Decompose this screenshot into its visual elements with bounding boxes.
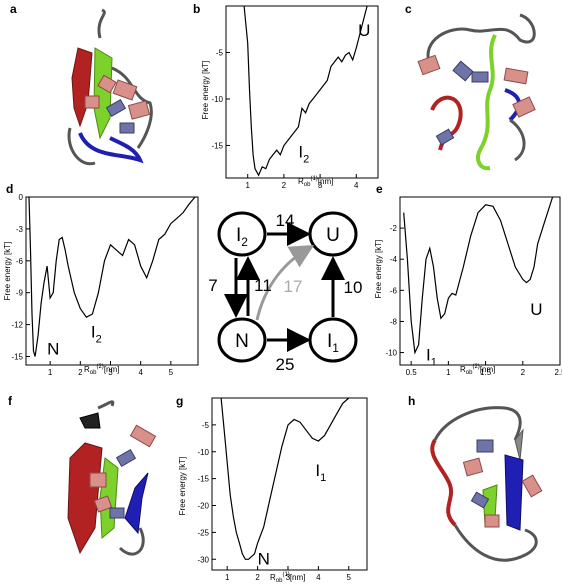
free-energy-curve	[28, 196, 196, 357]
x-tick-label: 4	[138, 368, 143, 377]
panel-label-e: e	[376, 182, 383, 196]
panel-label-b: b	[193, 2, 201, 16]
rate-i1-u: 10	[344, 278, 363, 297]
panel-label-c: c	[405, 2, 412, 16]
plot-frame	[225, 5, 379, 179]
rate-n-i1: 25	[276, 355, 295, 374]
rate-n-i2: 11	[254, 276, 272, 295]
rate-i2-n: 7	[208, 276, 217, 295]
x-tick-label: 5	[169, 368, 174, 377]
free-energy-chart-d: Free energy [kT] 1 2 3 4 5 0 -3 -6 -9 -12 -15 N I2 R…	[3, 193, 199, 377]
y-tick-label: -5	[202, 421, 210, 430]
y-tick-label: -15	[211, 141, 223, 150]
y-tick-label: -9	[16, 289, 24, 298]
x-tick-label: 1	[48, 368, 53, 377]
x-tick-label: 2	[255, 573, 260, 582]
y-axis-label: Free energy [kT]	[374, 240, 383, 299]
x-tick-label: 1	[225, 573, 230, 582]
y-tick-label: -10	[385, 349, 397, 358]
free-energy-chart-g: Free energy [kT] 1 2 3 4 5 -5 -10 -15 -20 -25 -30 I…	[178, 397, 368, 584]
plot-frame	[399, 196, 561, 366]
protein-structure-a	[67, 8, 153, 166]
state-annotation: I1	[426, 345, 437, 368]
x-tick-label: 5	[347, 573, 352, 582]
free-energy-curve	[220, 397, 350, 560]
y-tick-label: -6	[16, 257, 24, 266]
x-tick-label: 1.5	[480, 368, 492, 377]
y-tick-label: -10	[197, 448, 209, 457]
y-tick-label: -8	[390, 317, 398, 326]
plot-frame	[211, 397, 368, 571]
panel-label-g: g	[176, 394, 184, 408]
protein-structure-h	[430, 406, 543, 562]
arrow-n-u	[255, 244, 315, 321]
state-i2	[217, 211, 267, 257]
state-annotation: I1	[315, 461, 326, 484]
x-tick-label: 0.5	[406, 368, 418, 377]
y-tick-label: -6	[390, 286, 398, 295]
free-energy-chart-e: Free energy [kT] 0.5 1 1.5 2 2.5 -2 -4 -6 -8 -10 U…	[374, 196, 562, 377]
state-annotation: N	[258, 550, 270, 569]
panel-label-a: a	[10, 2, 17, 16]
state-annotation: U	[358, 21, 370, 40]
panel-label-f: f	[8, 394, 12, 408]
plot-frame	[25, 196, 199, 366]
y-tick-label: -2	[390, 224, 398, 233]
rate-i2-u: 14	[276, 211, 295, 230]
x-tick-label: 1	[446, 368, 451, 377]
x-tick-label: 2.5	[554, 368, 562, 377]
x-tick-label: 4	[354, 181, 359, 190]
state-annotation: U	[530, 300, 542, 319]
y-tick-label: -12	[11, 321, 23, 330]
y-tick-label: 0	[19, 193, 24, 202]
state-u-label: U	[326, 225, 340, 246]
y-tick-label: -25	[197, 528, 209, 537]
state-i1-label: I1	[327, 331, 339, 355]
state-i2-label: I2	[236, 225, 248, 249]
x-tick-label: 2	[78, 368, 83, 377]
x-tick-label: 3	[286, 573, 291, 582]
x-tick-label: 3	[318, 181, 323, 190]
x-axis-label: Rob(1)[nm]	[270, 572, 305, 584]
state-n-label: N	[235, 331, 249, 352]
x-tick-label: 2	[282, 181, 287, 190]
y-tick-label: -15	[11, 352, 23, 361]
state-annotation: I2	[91, 322, 102, 345]
y-tick-label: -3	[16, 225, 24, 234]
x-tick-label: 1	[245, 181, 250, 190]
state-annotation: I2	[298, 143, 309, 166]
panel-label-h: h	[408, 394, 416, 408]
free-energy-curve	[403, 196, 554, 355]
x-axis-label: Rob(2)[nm]	[460, 364, 495, 376]
free-energy-chart-b: Free energy [kT] 1 2 3 4 -5 -10 -15 U I2 Rob(1)[…	[201, 5, 379, 190]
state-annotation: N	[47, 339, 59, 358]
y-tick-label: -30	[197, 555, 209, 564]
x-axis-label: Rob(2)[nm]	[84, 364, 119, 376]
y-axis-label: Free energy [kT]	[3, 242, 12, 301]
kinetic-network: I2 U N I1 14 7 11 17 10 25	[208, 211, 363, 374]
free-energy-curve	[243, 5, 368, 177]
x-tick-label: 3	[108, 368, 113, 377]
panel-label-d: d	[6, 182, 14, 196]
y-tick-label: -5	[216, 48, 224, 57]
y-tick-label: -20	[197, 502, 209, 511]
y-tick-label: -10	[211, 95, 223, 104]
y-axis-label: Free energy [kT]	[201, 61, 210, 120]
y-axis-label: Free energy [kT]	[178, 457, 187, 516]
x-tick-label: 2	[521, 368, 526, 377]
x-axis-label: Rob(1)[nm]	[298, 176, 333, 188]
y-tick-label: -4	[390, 255, 398, 264]
y-tick-label: -15	[197, 475, 209, 484]
protein-structure-c	[417, 13, 536, 171]
protein-structure-f	[67, 400, 157, 556]
x-tick-label: 4	[316, 573, 321, 582]
rate-n-u: 17	[284, 277, 303, 296]
state-n	[217, 317, 267, 363]
